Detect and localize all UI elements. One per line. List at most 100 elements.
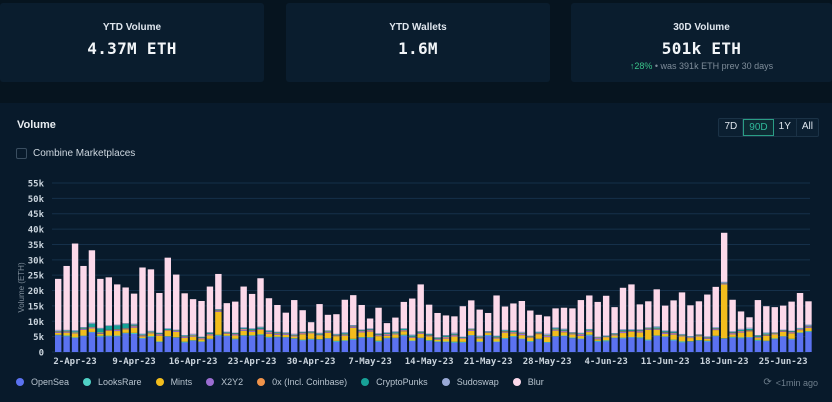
bar-segment-opensea <box>678 342 686 352</box>
bar-stack <box>130 293 138 352</box>
bar-stack <box>299 310 306 352</box>
bar-segment-looksrare <box>687 341 694 342</box>
bar-segment-mints <box>375 336 382 341</box>
bar-segment-looksrare <box>215 334 222 336</box>
legend-item-x2y2[interactable]: X2Y2 <box>206 377 243 387</box>
bar-segment-0x-incl-coinbase <box>805 326 812 327</box>
range-7d-button[interactable]: 7D <box>719 119 744 136</box>
bar-segment-0x-incl-coinbase <box>425 335 433 336</box>
bar-segment-cryptopunks <box>122 323 129 329</box>
bar-segment-cryptopunks <box>796 328 804 330</box>
bar-segment-cryptopunks <box>350 325 357 327</box>
range-90d-button[interactable]: 90D <box>743 119 774 136</box>
bar-segment-sudoswap <box>704 336 711 338</box>
bar-segment-opensea <box>771 339 778 352</box>
bar-segment-opensea <box>729 337 736 352</box>
bar-segment-0x-incl-coinbase <box>712 328 719 330</box>
bar-segment-looksrare <box>653 335 660 336</box>
bar-segment-blur <box>737 311 745 329</box>
bar-segment-sudoswap <box>114 324 121 326</box>
bar-segment-0x-incl-coinbase <box>240 328 247 330</box>
bar-segment-0x-incl-coinbase <box>552 329 559 330</box>
bar-segment-cryptopunks <box>451 333 458 335</box>
bar-segment-looksrare <box>409 340 416 342</box>
bar-segment-x2y2 <box>375 335 382 337</box>
bar-segment-cryptopunks <box>754 335 762 337</box>
bar-segment-looksrare <box>257 334 264 336</box>
legend-item-sudoswap[interactable]: Sudoswap <box>441 377 499 387</box>
bar-stack <box>535 314 542 352</box>
bar-segment-x2y2 <box>484 332 492 334</box>
bar-stack <box>400 301 408 352</box>
stat-label: YTD Wallets <box>389 22 447 33</box>
bar-segment-sudoswap <box>417 331 424 332</box>
legend-label: Blur <box>527 377 544 387</box>
bar-stack <box>602 295 610 352</box>
bar-segment-mints <box>543 337 551 343</box>
bar-segment-looksrare <box>670 339 677 341</box>
bar-segment-opensea <box>628 337 635 352</box>
legend-item-looksrare[interactable]: LooksRare <box>83 377 142 387</box>
stat-change: ↑28% • was 391k ETH prev 30 days <box>571 61 832 71</box>
bar-segment-mints <box>468 330 475 336</box>
range-all-button[interactable]: All <box>801 121 813 132</box>
bar-segment-cryptopunks <box>543 335 551 336</box>
bar-stack <box>417 284 424 352</box>
legend-item-blur[interactable]: Blur <box>512 377 544 387</box>
bar-stack <box>484 312 492 352</box>
bar-segment-0x-incl-coinbase <box>763 334 770 336</box>
bar-segment-looksrare <box>543 342 551 343</box>
bar-segment-blur <box>763 306 770 333</box>
bar-segment-cryptopunks <box>417 331 424 333</box>
bar-segment-blur <box>206 286 214 333</box>
combine-checkbox[interactable] <box>16 148 27 159</box>
bar-segment-mints <box>771 334 778 339</box>
bar-segment-cryptopunks <box>459 337 467 338</box>
bar-segment-mints <box>459 338 467 342</box>
bar-segment-opensea <box>746 337 753 352</box>
bar-segment-cryptopunks <box>805 325 812 327</box>
legend-item-mints[interactable]: Mints <box>155 377 192 387</box>
bar-segment-x2y2 <box>434 338 441 340</box>
bar-segment-sudoswap <box>400 328 408 329</box>
bar-segment-cryptopunks <box>366 329 374 330</box>
bar-segment-opensea <box>425 340 433 352</box>
bar-segment-opensea <box>307 339 315 352</box>
y-tick-label: 50k <box>28 195 45 205</box>
bar-segment-cryptopunks <box>173 330 180 331</box>
bar-segment-0x-incl-coinbase <box>636 330 644 332</box>
y-tick-label: 45k <box>28 210 45 220</box>
change-percent: 28% <box>634 61 653 71</box>
bar-segment-cryptopunks <box>189 334 197 336</box>
bar-segment-x2y2 <box>232 334 239 336</box>
bar-segment-x2y2 <box>594 338 601 340</box>
bar-segment-x2y2 <box>130 326 138 328</box>
legend-item-0x-incl-coinbase[interactable]: 0x (Incl. Coinbase) <box>257 377 347 387</box>
bar-segment-blur <box>670 300 677 331</box>
combine-marketplaces-toggle[interactable]: Combine Marketplaces <box>16 148 135 159</box>
bar-segment-0x-incl-coinbase <box>316 334 323 336</box>
y-tick-label: 0 <box>39 349 44 359</box>
bar-segment-opensea <box>358 337 365 352</box>
bar-segment-opensea <box>459 342 467 352</box>
bar-segment-x2y2 <box>282 333 290 335</box>
bar-segment-sudoswap <box>796 327 804 329</box>
bar-segment-opensea <box>392 338 399 352</box>
range-1y-button[interactable]: 1Y <box>774 119 797 136</box>
refresh-clock-icon[interactable]: ⟳ <box>763 377 772 388</box>
bar-segment-0x-incl-coinbase <box>350 326 357 327</box>
bar-segment-0x-incl-coinbase <box>198 337 205 339</box>
bar-segment-opensea <box>156 342 163 352</box>
bar-segment-sudoswap <box>628 329 635 331</box>
legend-item-opensea[interactable]: OpenSea <box>16 377 69 387</box>
legend-item-cryptopunks[interactable]: CryptoPunks <box>361 377 428 387</box>
bar-segment-x2y2 <box>602 337 610 338</box>
bar-segment-sudoswap <box>71 330 79 332</box>
bar-segment-opensea <box>173 337 180 352</box>
bar-segment-x2y2 <box>720 283 728 285</box>
legend-dot-icon <box>361 378 370 386</box>
bar-segment-blur <box>543 316 551 334</box>
x-tick-label: 11-Jun-23 <box>641 357 690 367</box>
bar-segment-0x-incl-coinbase <box>771 333 778 334</box>
bar-segment-blur <box>468 300 475 329</box>
